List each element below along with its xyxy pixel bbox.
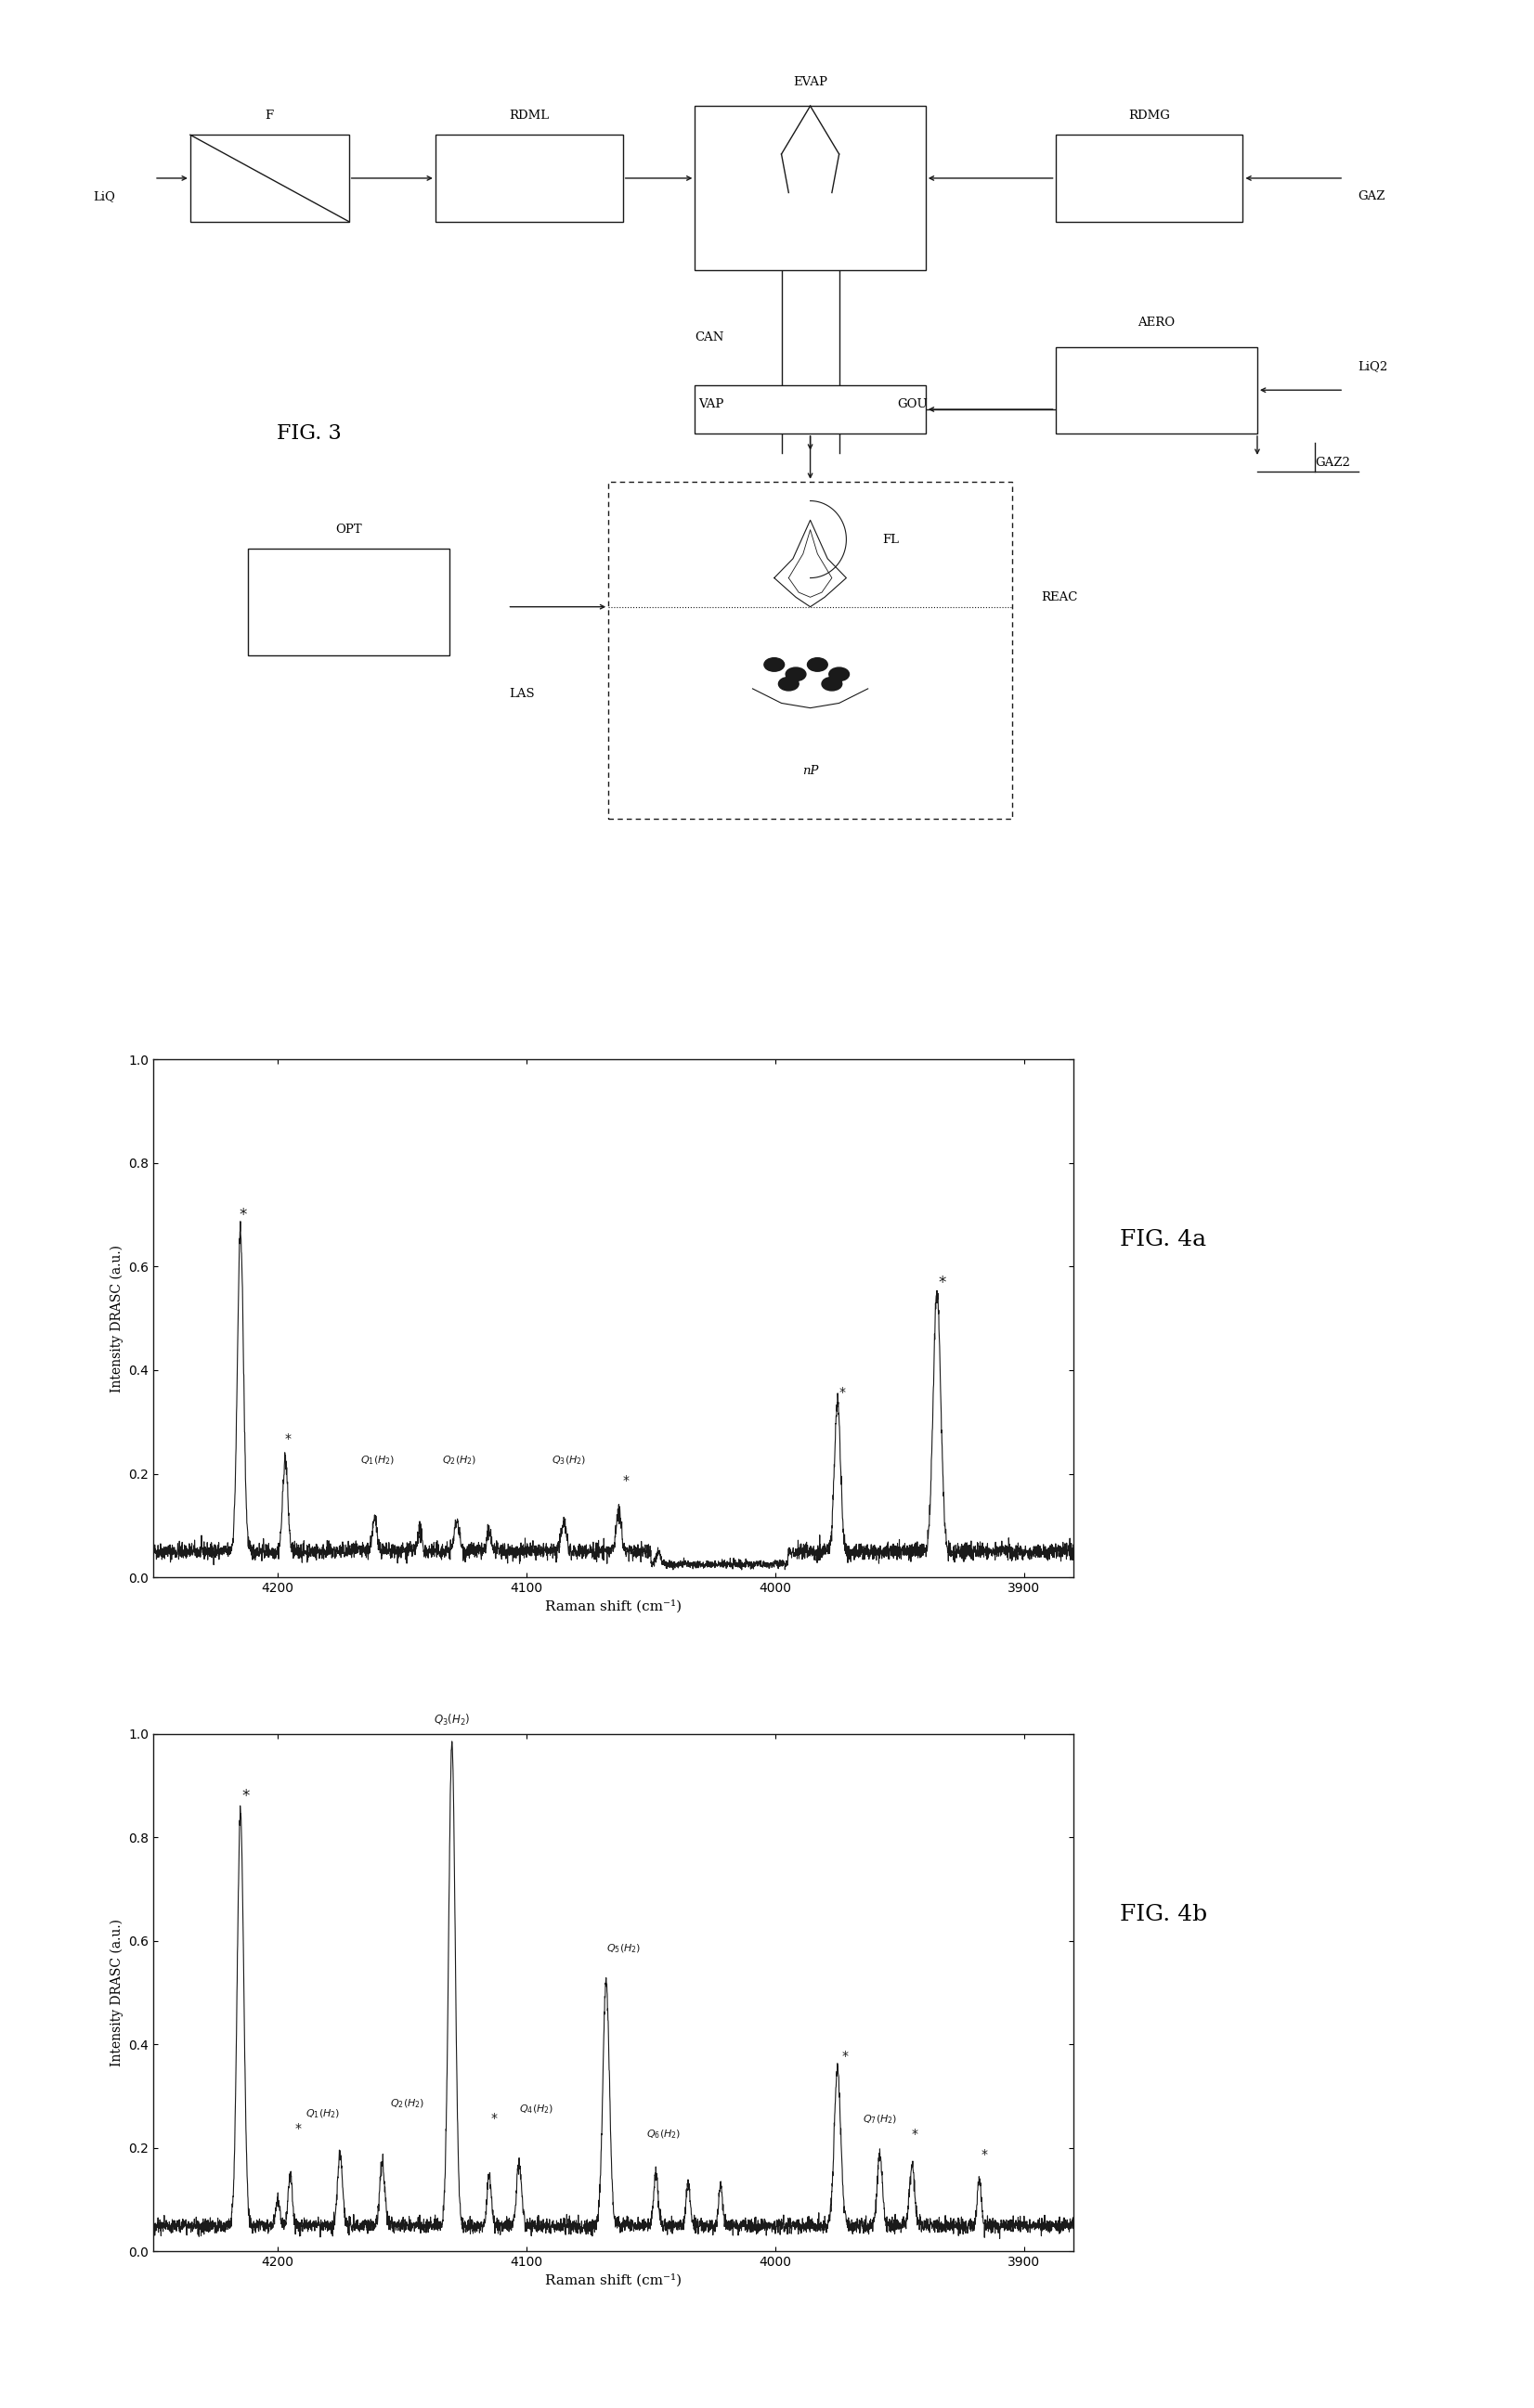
Text: $Q_7(H_2)$: $Q_7(H_2)$ <box>862 2112 897 2126</box>
Text: *: * <box>842 2049 848 2064</box>
Circle shape <box>828 667 850 681</box>
Text: GAZ2: GAZ2 <box>1315 455 1350 470</box>
Circle shape <box>807 657 827 672</box>
Text: *: * <box>295 2121 301 2136</box>
Text: LiQ2: LiQ2 <box>1358 359 1388 373</box>
Text: GOU: GOU <box>897 397 927 412</box>
Text: $Q_4(H_2)$: $Q_4(H_2)$ <box>518 2102 554 2114</box>
Text: $Q_3(H_2)$: $Q_3(H_2)$ <box>551 1454 586 1466</box>
Text: *: * <box>939 1274 946 1291</box>
Text: FIG. 3: FIG. 3 <box>276 424 342 443</box>
Text: *: * <box>491 2112 497 2124</box>
Text: $Q_2(H_2)$: $Q_2(H_2)$ <box>442 1454 477 1466</box>
Text: *: * <box>241 1789 250 1804</box>
Bar <box>249 549 449 655</box>
Text: nP: nP <box>802 763 818 778</box>
Text: $Q_2(H_2)$: $Q_2(H_2)$ <box>390 2097 425 2109</box>
Bar <box>695 106 925 270</box>
Bar <box>1055 347 1258 433</box>
Y-axis label: Intensity DRASC (a.u.): Intensity DRASC (a.u.) <box>110 1245 123 1392</box>
Text: $Q_1(H_2)$: $Q_1(H_2)$ <box>360 1454 394 1466</box>
Text: FL: FL <box>882 532 899 547</box>
Text: FIG. 4a: FIG. 4a <box>1120 1230 1206 1250</box>
Text: EVAP: EVAP <box>793 75 827 89</box>
Text: *: * <box>284 1433 291 1445</box>
Text: AERO: AERO <box>1138 315 1175 330</box>
Text: *: * <box>982 2148 988 2160</box>
Text: OPT: OPT <box>336 523 362 537</box>
Text: $Q_3(H_2)$: $Q_3(H_2)$ <box>434 1712 471 1727</box>
Bar <box>609 482 1012 819</box>
Text: *: * <box>839 1387 845 1399</box>
Text: LiQ: LiQ <box>92 190 115 202</box>
X-axis label: Raman shift (cm⁻¹): Raman shift (cm⁻¹) <box>545 1599 683 1613</box>
Circle shape <box>764 657 784 672</box>
Text: *: * <box>239 1206 247 1223</box>
Text: VAP: VAP <box>698 397 724 412</box>
Y-axis label: Intensity DRASC (a.u.): Intensity DRASC (a.u.) <box>110 1919 123 2066</box>
Text: $Q_6(H_2)$: $Q_6(H_2)$ <box>646 2129 681 2141</box>
Text: CAN: CAN <box>695 330 724 344</box>
Text: *: * <box>911 2126 917 2141</box>
X-axis label: Raman shift (cm⁻¹): Raman shift (cm⁻¹) <box>545 2273 683 2288</box>
Bar <box>190 135 348 222</box>
Text: LAS: LAS <box>509 686 535 701</box>
Text: *: * <box>623 1474 629 1486</box>
Circle shape <box>785 667 805 681</box>
Text: REAC: REAC <box>1042 590 1077 604</box>
Text: GAZ: GAZ <box>1358 190 1385 202</box>
Text: $Q_1(H_2)$: $Q_1(H_2)$ <box>305 2107 341 2121</box>
Text: RDMG: RDMG <box>1129 108 1170 123</box>
Circle shape <box>822 677 842 691</box>
Bar <box>695 385 925 433</box>
Bar <box>1055 135 1243 222</box>
Bar <box>436 135 623 222</box>
Circle shape <box>779 677 799 691</box>
Text: F: F <box>265 108 273 123</box>
Text: FIG. 4b: FIG. 4b <box>1120 1905 1207 1924</box>
Text: RDML: RDML <box>509 108 549 123</box>
Text: $Q_5(H_2)$: $Q_5(H_2)$ <box>606 1943 641 1955</box>
